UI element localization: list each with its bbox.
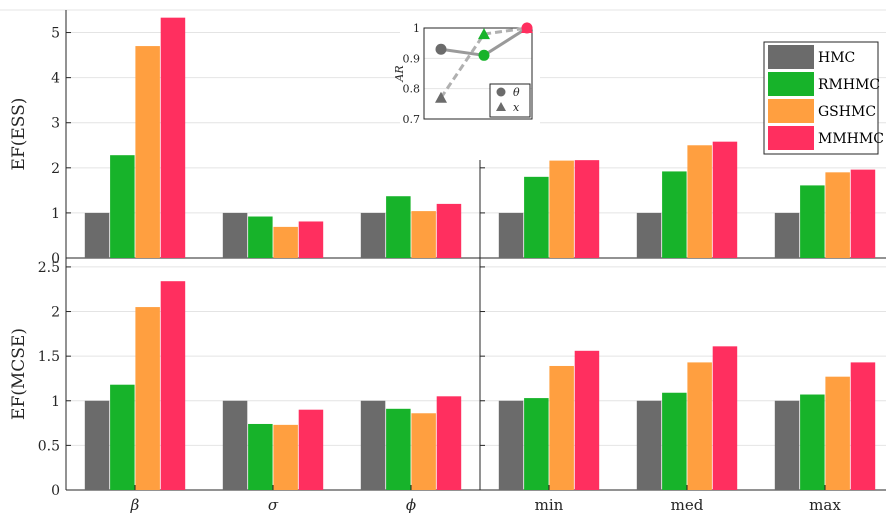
bar-hmc-1 [222,212,248,258]
y-tick-label: 4 [51,71,60,87]
inset-x-point [435,91,447,103]
bar-gshmc-2 [411,211,436,258]
inset-y-tick-label: 0.9 [403,52,421,65]
inset-legend-triangle [496,102,506,111]
inset-x-point [478,28,490,40]
bar-mmhmc-3 [574,160,600,258]
bar-hmc-4 [636,400,662,490]
inset-theta-point [478,49,490,61]
bar-hmc-0 [84,400,110,490]
inset-chart: 0.7 0.8 0.9 1 AR θx [393,18,540,130]
inset-x-point [521,22,533,33]
y-tick-label: 0 [51,483,60,499]
bar-mmhmc-1 [298,221,324,258]
bar-gshmc-5 [825,376,850,490]
bar-hmc-3 [498,400,524,490]
y-tick-label: 1.5 [38,349,60,365]
legend-label-mmhmc: MMHMC [818,131,884,147]
legend: HMC RMHMC GSHMC MMHMC [763,41,884,155]
inset-legend-box [489,83,531,118]
inset-theta-point [435,43,447,55]
bar-rmhmc-5 [800,185,825,258]
y-tick-label: 5 [51,26,60,42]
bar-rmhmc-4 [662,171,687,258]
inset-legend-x: x [513,101,520,114]
bar-gshmc-0 [135,307,160,490]
inset-y-tick-label: 1 [413,22,420,35]
inset-x-line [439,26,528,99]
bar-gshmc-4 [687,145,712,258]
y-tick-label: 2 [51,161,60,177]
bar-gshmc-1 [273,226,298,258]
bar-mmhmc-3 [574,350,600,490]
legend-label-rmhmc: RMHMC [818,77,880,93]
inset-y-axis-label: AR [393,65,406,82]
x-tick-label: β [130,496,140,513]
bar-hmc-2 [360,212,386,258]
bar-rmhmc-3 [524,176,549,258]
legend-swatch-rmhmc [768,72,814,96]
bar-hmc-0 [84,212,110,258]
bar-mmhmc-2 [436,396,462,490]
y-tick-label: 3 [51,116,60,132]
bar-hmc-4 [636,212,662,258]
bar-gshmc-3 [549,365,574,490]
bar-rmhmc-0 [110,384,135,490]
bar-rmhmc-5 [800,394,825,490]
legend-swatch-mmhmc [768,126,814,150]
bar-mmhmc-4 [712,141,738,258]
legend-swatch-hmc [768,45,814,69]
inset-y-tick-label: 0.8 [403,83,421,96]
y-tick-label: 0 [51,251,60,267]
y-tick-label: 1 [51,206,60,222]
y-tick-label: 2 [51,305,60,321]
x-tick-label: σ [268,496,279,513]
inset-frame [423,27,533,120]
bar-mmhmc-5 [850,362,876,490]
bar-rmhmc-1 [248,216,273,258]
x-tick-label: ϕ [406,496,416,513]
bar-mmhmc-0 [160,281,186,490]
x-tick-label: min [535,496,564,513]
panel-mcse: 0 0.5 1 1.5 2 2.5 EF(MCSE) [9,258,886,499]
bar-gshmc-5 [825,172,850,258]
y-axis-label: EF(MCSE) [9,328,29,420]
bar-mmhmc-2 [436,203,462,258]
bar-rmhmc-2 [386,196,411,258]
bar-rmhmc-0 [110,155,135,258]
x-tick-label: med [671,496,704,513]
bar-hmc-1 [222,400,248,490]
y-tick-label: 0.5 [38,438,60,454]
bar-hmc-5 [774,212,800,258]
inset-y-tick-label: 0.7 [403,113,421,126]
bar-gshmc-3 [549,160,574,258]
bar-rmhmc-4 [662,392,687,490]
bar-rmhmc-2 [386,408,411,490]
x-tick-label: max [809,496,841,513]
bar-rmhmc-1 [248,423,273,490]
bar-hmc-3 [498,212,524,258]
bar-mmhmc-4 [712,346,738,490]
bar-hmc-2 [360,400,386,490]
y-axis-label: EF(ESS) [9,98,29,171]
bar-gshmc-1 [273,424,298,490]
bar-mmhmc-1 [298,409,324,490]
bar-rmhmc-3 [524,398,549,490]
legend-swatch-gshmc [768,99,814,123]
legend-label-hmc: HMC [818,50,855,66]
inset-legend-circle [496,87,506,97]
y-tick-label: 1 [51,394,60,410]
y-tick-label: 2.5 [38,260,60,276]
bar-mmhmc-5 [850,169,876,258]
bar-hmc-5 [774,400,800,490]
inset-legend-theta: θ [513,86,520,99]
legend-label-gshmc: GSHMC [818,104,876,120]
bar-gshmc-2 [411,413,436,490]
bar-mmhmc-0 [160,17,186,259]
bar-gshmc-4 [687,362,712,490]
bar-gshmc-0 [135,46,160,259]
